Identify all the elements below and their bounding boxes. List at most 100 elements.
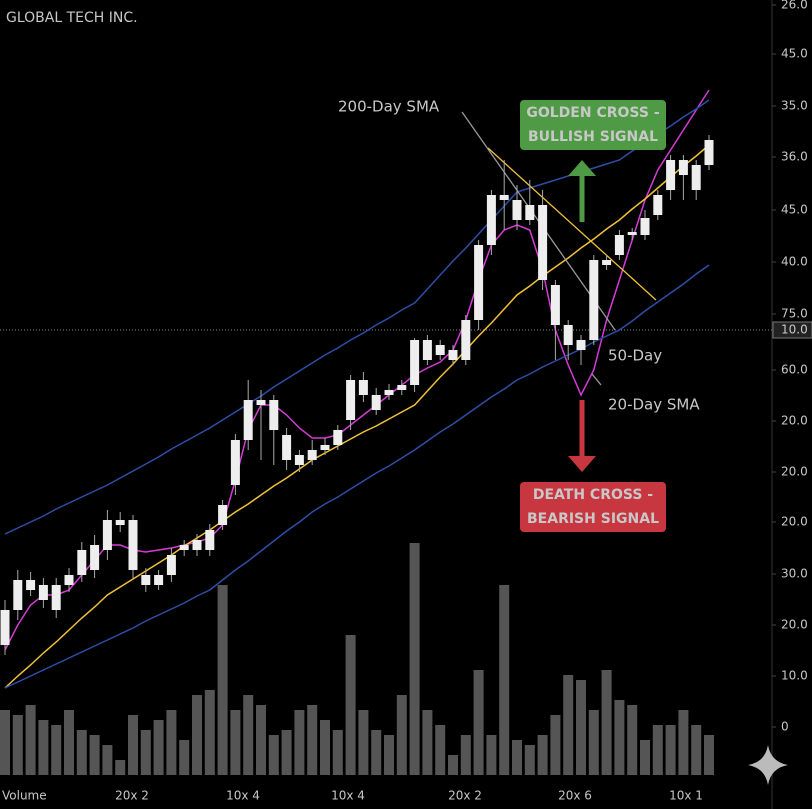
volume-bar [358,710,369,775]
candle-body [640,218,650,235]
y-tick-label: 45.0 [781,47,808,61]
volume-bar [627,705,638,775]
volume-bar [294,710,305,775]
volume-bar [588,710,599,775]
volume-bar [128,715,138,775]
x-tick-label: 10x 4 [226,789,260,803]
y-tick-label: 36.0 [781,150,808,164]
y-tick-label: 26.0 [781,0,808,12]
volume-bar [550,715,561,775]
volume-bar [460,735,471,775]
volume-bar [422,710,433,775]
volume-bar [0,710,10,775]
candle-body [26,580,36,590]
candle-body [371,395,381,410]
volume-bar [704,735,714,775]
candle-body [512,200,522,220]
x-tick-label: Volume [2,789,47,803]
candle-body [461,320,471,360]
sparkle-icon [748,745,788,785]
price-tag [772,321,812,339]
volume-bar [665,725,676,775]
signal-text: BULLISH SIGNAL [528,129,658,145]
candle-body [90,545,100,570]
candle-body [410,340,420,385]
candle-body [154,575,164,585]
candle-body [0,610,10,645]
candle-body [269,400,279,430]
arrow-head [568,160,596,176]
candle-body [179,545,189,550]
candle-body [576,340,586,350]
volume-bar [499,585,510,775]
candle-body [397,385,407,390]
indicator-line [4,89,710,651]
candle-body [550,285,560,325]
annotation: 200-Day SMA [338,98,440,116]
signal-box [520,482,666,532]
volume-bar [396,695,407,775]
candle-body [384,390,394,395]
volume-bar [473,670,484,775]
candle-body [320,445,330,450]
candle-body [102,520,112,550]
indicator-line [4,99,710,535]
leader-line [591,373,602,386]
volume-bar [140,730,151,775]
candle-body [333,430,343,445]
volume-bar [243,695,254,775]
volume-bar [64,710,74,775]
volume-bar [601,670,612,775]
candle-body [282,435,292,460]
volume-bar [89,735,100,775]
candle-body [128,520,138,570]
x-tick-label: 10x 4 [331,789,365,803]
volume-bar [640,740,650,775]
candle-body [678,160,688,175]
candle-body [192,540,202,550]
candle-body [474,245,484,320]
volume-bar [563,675,574,775]
signal-text: GOLDEN CROSS - [526,105,659,121]
y-tick-label: 20.0 [781,465,808,479]
candle-body [38,585,48,600]
volume-bar [12,715,23,775]
candle-body [563,325,573,345]
signal-text: BEARISH SIGNAL [527,511,659,527]
volume-bar [38,720,49,775]
candle-body [538,205,548,280]
y-tick-label: 60.0 [781,363,808,377]
candle-body [627,232,637,235]
candle-body [448,350,458,360]
candle-body [435,345,445,355]
candle-body [691,165,701,190]
x-tick-label: 20x 6 [558,789,592,803]
candle-body [422,340,432,360]
volume-bar [448,755,458,775]
volume-bar [524,745,535,775]
leader-line [487,147,657,301]
candle-body [243,400,253,440]
signal-box [520,100,666,150]
candle-body [589,260,599,340]
candle-body [166,555,176,575]
volume-bar [204,690,215,775]
x-tick-label: 20x 2 [115,789,149,803]
volume-bar [345,635,356,775]
y-tick-label: 0 [781,720,789,734]
candle-body [346,380,356,420]
volume-bar [153,720,164,775]
candle-body [205,530,215,550]
candle-body [653,195,663,215]
volume-bar [102,745,113,775]
volume-bar [166,710,177,775]
candle-body [525,205,535,220]
volume-bar [512,740,522,775]
x-tick-label: 20x 2 [448,789,482,803]
candle-body [499,195,509,200]
candle-body [230,440,240,485]
volume-bar [192,695,202,775]
y-tick-label: 40.0 [781,255,808,269]
